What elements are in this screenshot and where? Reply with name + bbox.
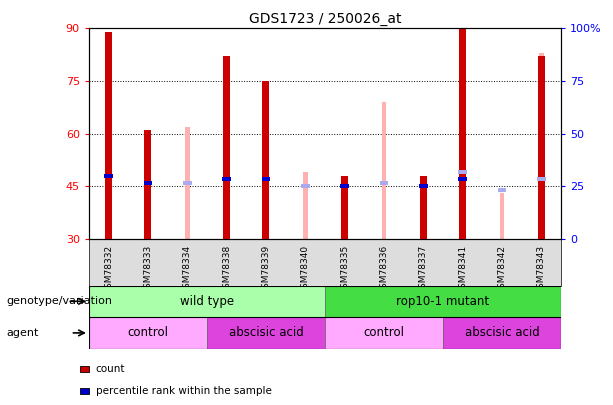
- Text: percentile rank within the sample: percentile rank within the sample: [96, 386, 272, 396]
- Bar: [262, 81, 270, 239]
- Text: abscisic acid: abscisic acid: [465, 326, 539, 339]
- Bar: [459, 170, 467, 175]
- Text: rop10-1 mutant: rop10-1 mutant: [397, 295, 489, 308]
- Bar: [89, 317, 207, 349]
- Bar: [420, 176, 427, 239]
- Text: control: control: [364, 326, 405, 339]
- Bar: [185, 127, 189, 239]
- Bar: [500, 193, 504, 239]
- Bar: [223, 56, 230, 239]
- Bar: [143, 181, 152, 185]
- Bar: [183, 181, 191, 185]
- Bar: [459, 28, 466, 239]
- Bar: [538, 56, 545, 239]
- Bar: [539, 53, 544, 239]
- Bar: [341, 176, 348, 239]
- Bar: [459, 177, 467, 181]
- Bar: [303, 172, 308, 239]
- Title: GDS1723 / 250026_at: GDS1723 / 250026_at: [249, 12, 401, 26]
- Bar: [223, 177, 231, 181]
- Bar: [325, 317, 443, 349]
- Bar: [105, 32, 112, 239]
- Bar: [301, 184, 310, 188]
- Bar: [379, 181, 388, 185]
- Bar: [207, 317, 325, 349]
- Bar: [381, 102, 386, 239]
- Bar: [144, 130, 151, 239]
- Text: agent: agent: [6, 328, 39, 338]
- Bar: [340, 184, 349, 188]
- Bar: [262, 177, 270, 181]
- Bar: [537, 177, 546, 181]
- Bar: [498, 188, 506, 192]
- Bar: [325, 286, 561, 317]
- Text: count: count: [96, 364, 125, 374]
- Text: abscisic acid: abscisic acid: [229, 326, 303, 339]
- Text: genotype/variation: genotype/variation: [6, 296, 112, 306]
- Bar: [104, 174, 113, 178]
- Bar: [419, 184, 427, 188]
- Bar: [89, 286, 325, 317]
- Text: wild type: wild type: [180, 295, 234, 308]
- Bar: [443, 317, 561, 349]
- Text: control: control: [128, 326, 169, 339]
